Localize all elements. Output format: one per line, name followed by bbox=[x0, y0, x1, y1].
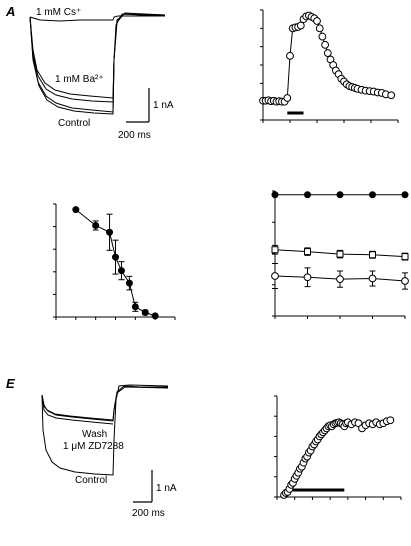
data-point-d bbox=[303, 273, 312, 282]
data-point-c bbox=[141, 308, 149, 316]
scale-amplitude-e: 1 nA bbox=[156, 483, 177, 494]
annotation-ba: 1 mM Ba²⁺ bbox=[55, 74, 104, 85]
data-point-d bbox=[336, 275, 344, 284]
series-d-2 bbox=[271, 263, 409, 290]
trace-control-e bbox=[41, 384, 169, 476]
data-point-b bbox=[323, 49, 332, 57]
data-point-b bbox=[315, 24, 324, 33]
data-point-b bbox=[283, 94, 292, 102]
annotation-wash: Wash bbox=[82, 429, 107, 440]
series-d-1 bbox=[271, 244, 409, 261]
panel-label-e: E bbox=[6, 376, 15, 391]
data-point-b bbox=[296, 21, 305, 30]
data-point-d bbox=[271, 191, 279, 199]
scale-bar-a bbox=[126, 88, 150, 123]
data-point-c bbox=[125, 279, 133, 287]
panel-f-chart bbox=[274, 395, 402, 500]
scale-bar-e bbox=[133, 470, 153, 503]
data-point-b bbox=[286, 51, 294, 60]
annotation-zd: 1 μM ZD7288 bbox=[63, 441, 124, 452]
data-point-c bbox=[151, 312, 159, 320]
series-d-0 bbox=[271, 191, 409, 199]
data-point-d bbox=[368, 274, 377, 283]
panel-a-traces bbox=[29, 12, 166, 115]
panel-e-traces bbox=[41, 384, 169, 476]
data-point-f bbox=[386, 416, 395, 425]
trace-ba bbox=[29, 13, 165, 99]
data-point-c bbox=[131, 303, 139, 311]
trace-wash-2 bbox=[41, 386, 169, 422]
annotation-cs: 1 mM Cs⁺ bbox=[36, 7, 81, 18]
series-f-0 bbox=[280, 416, 395, 499]
data-point-d bbox=[401, 277, 409, 285]
data-point-d bbox=[369, 191, 376, 199]
data-point-d bbox=[401, 253, 409, 261]
annotation-control: Control bbox=[58, 118, 90, 129]
data-point-b bbox=[313, 17, 321, 25]
trace-cs bbox=[29, 15, 165, 22]
data-point-d bbox=[336, 191, 344, 199]
data-point-b bbox=[318, 32, 327, 41]
trace-zd bbox=[41, 394, 114, 425]
data-point-d bbox=[304, 248, 311, 256]
series-c-0 bbox=[72, 206, 159, 320]
data-point-c bbox=[112, 253, 119, 261]
data-point-d bbox=[304, 191, 311, 199]
data-point-c bbox=[117, 267, 125, 275]
data-point-d bbox=[401, 191, 409, 199]
scale-time-a: 200 ms bbox=[118, 130, 151, 141]
data-point-d bbox=[271, 272, 279, 280]
data-point-d bbox=[271, 246, 279, 254]
data-point-c bbox=[106, 228, 114, 236]
scale-time-e: 200 ms bbox=[132, 508, 165, 519]
panel-d-chart bbox=[271, 190, 409, 319]
data-point-d bbox=[336, 250, 344, 258]
data-point-b bbox=[321, 40, 330, 49]
annotation-control-e: Control bbox=[75, 475, 107, 486]
data-point-c bbox=[92, 221, 100, 229]
panel-b-chart bbox=[259, 9, 399, 123]
panel-label-a: A bbox=[5, 4, 15, 19]
panel-c-chart bbox=[53, 203, 176, 320]
trace-control-2 bbox=[29, 16, 115, 115]
data-point-c bbox=[72, 206, 80, 214]
series-b-0 bbox=[259, 11, 396, 106]
scale-amplitude-a: 1 nA bbox=[153, 100, 174, 111]
data-point-d bbox=[369, 251, 376, 259]
data-point-b bbox=[387, 91, 396, 100]
trace-wash bbox=[41, 385, 168, 421]
trace-ba-2 bbox=[29, 13, 166, 103]
